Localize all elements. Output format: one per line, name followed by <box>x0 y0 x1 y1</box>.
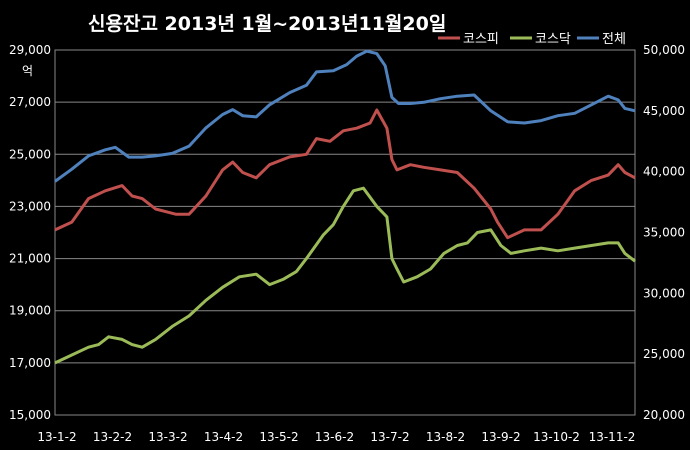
left-y-tick-label: 23,000 <box>9 199 51 213</box>
legend-label: 전체 <box>602 32 626 47</box>
x-tick-label: 13-5-2 <box>259 430 298 444</box>
left-y-tick-label: 15,000 <box>9 408 51 422</box>
x-tick-label: 13-11-2 <box>589 430 636 444</box>
x-tick-label: 13-1-2 <box>37 430 76 444</box>
right-y-tick-label: 30,000 <box>643 286 685 300</box>
left-y-axis: 15,000 17,000 19,000 21,000 23,000 25,000 27,0… <box>9 43 51 422</box>
chart-title: 신용잔고 2013년 1월~2013년11월20일 <box>88 13 446 35</box>
right-y-tick-label: 50,000 <box>643 43 685 57</box>
left-y-tick-label: 21,000 <box>9 252 51 266</box>
x-tick-label: 13-9-2 <box>481 430 520 444</box>
right-y-tick-label: 40,000 <box>643 165 685 179</box>
left-y-tick-label: 29,000 <box>9 43 51 57</box>
right-y-axis: 20,000 25,000 30,000 35,000 40,000 45,000 50,0… <box>643 43 685 422</box>
left-y-tick-label: 25,000 <box>9 147 51 161</box>
x-tick-label: 13-7-2 <box>370 430 409 444</box>
series-line-전체 <box>54 49 636 183</box>
legend-label: 코스피 <box>463 32 499 47</box>
right-y-tick-label: 35,000 <box>643 226 685 240</box>
series-line-코스피 <box>54 108 636 240</box>
left-y-tick-label: 19,000 <box>9 304 51 318</box>
series-line-코스닥 <box>54 186 636 365</box>
x-tick-label: 13-2-2 <box>93 430 132 444</box>
x-tick-label: 13-8-2 <box>426 430 465 444</box>
right-y-tick-label: 25,000 <box>643 347 685 361</box>
legend-label: 코스닥 <box>535 32 571 47</box>
x-tick-label: 13-10-2 <box>533 430 580 444</box>
left-y-tick-label: 17,000 <box>9 356 51 370</box>
x-tick-label: 13-6-2 <box>315 430 354 444</box>
series-lines <box>54 49 636 365</box>
x-tick-label: 13-4-2 <box>204 430 243 444</box>
right-y-tick-label: 20,000 <box>643 408 685 422</box>
plot-area <box>54 49 636 416</box>
right-y-tick-label: 45,000 <box>643 104 685 118</box>
y-axis-unit-label: 억 <box>22 64 33 78</box>
left-y-tick-label: 27,000 <box>9 95 51 109</box>
x-axis: 13-1-2 13-2-2 13-3-2 13-4-2 13-5-2 13-6-2 13-7… <box>37 430 635 444</box>
legend: 코스피 코스닥 전체 <box>438 32 626 47</box>
x-tick-label: 13-3-2 <box>148 430 187 444</box>
